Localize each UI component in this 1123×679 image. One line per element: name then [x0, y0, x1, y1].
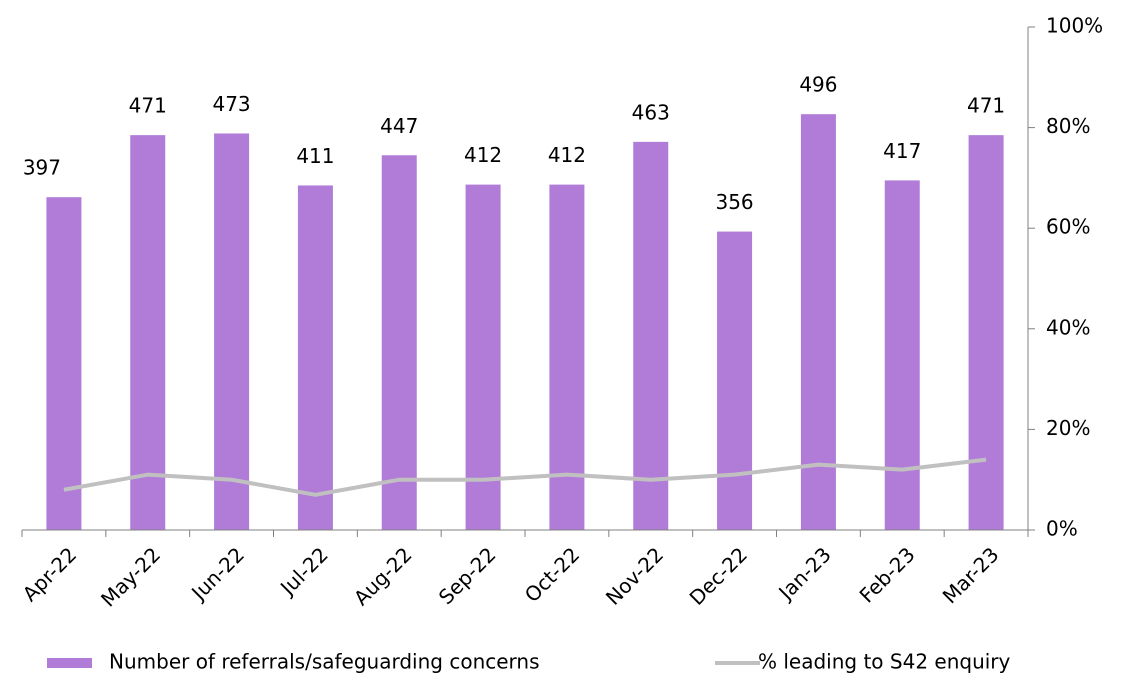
- x-tick-label: May-22: [96, 542, 165, 611]
- y2-tick-label: 60%: [1046, 215, 1090, 239]
- y2-tick-label: 20%: [1046, 416, 1090, 440]
- data-label: 471: [129, 94, 167, 118]
- x-tick-label: Oct-22: [520, 542, 585, 607]
- legend-label: Number of referrals/safeguarding concern…: [109, 650, 540, 674]
- bar: [800, 114, 836, 530]
- x-tick-label: Nov-22: [601, 542, 668, 609]
- data-label: 496: [799, 73, 837, 97]
- bar: [717, 231, 753, 530]
- bar: [633, 141, 669, 530]
- legend-swatch: [47, 658, 92, 668]
- data-label: 412: [548, 143, 586, 167]
- data-label: 356: [715, 190, 753, 214]
- data-label: 447: [380, 114, 418, 138]
- y2-tick-label: 80%: [1046, 114, 1090, 138]
- x-tick-label: Jun-22: [185, 542, 249, 606]
- data-label: 397: [23, 156, 61, 180]
- x-tick-label: Feb-23: [855, 542, 920, 607]
- data-label: 463: [632, 100, 670, 124]
- bar: [214, 133, 250, 531]
- bar: [465, 184, 501, 530]
- x-tick-label: Apr-22: [18, 542, 82, 606]
- legend-label: % leading to S42 enquiry: [758, 650, 1011, 674]
- y2-tick-label: 40%: [1046, 315, 1090, 339]
- x-tick-label: Aug-22: [349, 542, 417, 610]
- line: [63, 457, 987, 497]
- bar: [130, 135, 166, 530]
- data-label: 471: [967, 94, 1005, 118]
- bar: [381, 155, 417, 530]
- bar: [968, 135, 1004, 530]
- bar: [46, 197, 82, 530]
- x-tick-label: Sep-22: [434, 542, 501, 609]
- bar: [297, 185, 333, 530]
- y2-tick-label: 0%: [1046, 517, 1078, 541]
- x-tick-label: Jul-22: [274, 542, 333, 601]
- x-tick-label: Dec-22: [685, 542, 752, 609]
- y2-tick-label: 100%: [1046, 14, 1103, 38]
- bar: [884, 180, 920, 531]
- bar: [549, 184, 585, 530]
- data-label: 412: [464, 143, 502, 167]
- x-tick-label: Mar-23: [938, 542, 1004, 608]
- data-label: 473: [212, 92, 250, 116]
- x-tick-label: Jan-23: [773, 542, 836, 605]
- data-label: 411: [296, 144, 334, 168]
- data-label: 417: [883, 139, 921, 163]
